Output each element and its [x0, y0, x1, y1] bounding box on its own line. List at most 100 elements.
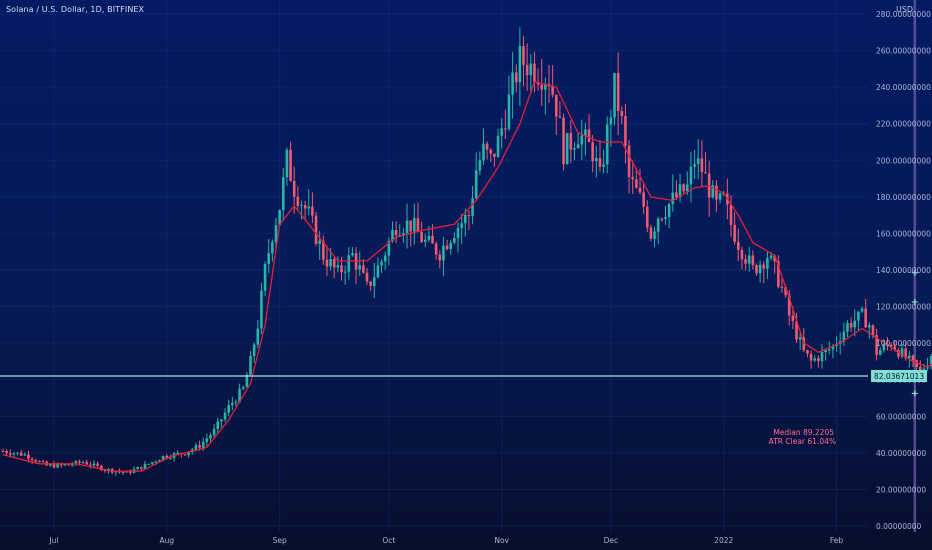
candle-body — [12, 453, 16, 455]
y-tick-label: 140.00000000 — [876, 266, 931, 275]
candle-body — [245, 374, 249, 388]
candle-body — [514, 72, 518, 83]
y-tick-label: 200.00000000 — [876, 156, 931, 165]
candle-body — [718, 193, 722, 200]
candle-body — [733, 224, 736, 242]
candle-body — [89, 464, 92, 466]
candle-body — [831, 345, 835, 350]
candle-body — [798, 337, 802, 340]
candle-body — [882, 344, 886, 351]
candle-body — [143, 463, 147, 469]
candle-body — [686, 184, 689, 192]
candle-body — [41, 461, 45, 463]
candle-body — [474, 170, 478, 199]
candle-body — [544, 83, 547, 90]
candle-body — [125, 471, 129, 473]
candle-body — [391, 230, 394, 242]
candle-body — [820, 351, 824, 362]
candle-body — [627, 145, 631, 178]
candle-body — [795, 321, 798, 340]
candle-body — [5, 451, 8, 454]
candle-body — [871, 325, 875, 336]
candle-body — [675, 192, 678, 198]
candle-body — [660, 218, 664, 220]
candle-body — [96, 463, 99, 466]
candle-body — [554, 94, 558, 117]
candle-body — [449, 242, 453, 250]
candle-body — [67, 464, 70, 466]
candle-body — [860, 308, 864, 312]
candle-body — [19, 452, 23, 456]
candle-body — [507, 94, 511, 129]
candle-body — [394, 230, 398, 236]
x-tick-label: Aug — [159, 536, 174, 545]
candle-body — [908, 355, 911, 359]
y-tick-label: 180.00000000 — [876, 193, 931, 202]
candle-body — [329, 259, 332, 267]
candle-body — [562, 117, 565, 165]
candle-body — [540, 84, 544, 90]
candle-body — [372, 277, 376, 286]
candle-body — [252, 344, 256, 356]
x-tick-label: Dec — [604, 536, 619, 545]
cross-marker — [911, 269, 918, 276]
candle-body — [616, 72, 620, 112]
candle-body — [889, 344, 893, 347]
candle-body — [573, 148, 576, 150]
candle-body — [747, 255, 751, 264]
candle-body — [817, 358, 820, 362]
x-axis: JulAugSepOctNovDec2022FebMar — [48, 536, 932, 545]
candle-body — [875, 335, 878, 355]
candle-body — [696, 158, 700, 165]
candle-body — [918, 366, 922, 371]
cross-marker — [911, 390, 918, 397]
annotation-atr: ATR Clear 61.04% — [769, 437, 836, 446]
candle-body — [49, 464, 52, 466]
candle-body — [365, 272, 369, 282]
candle-body — [216, 421, 220, 429]
candle-body — [751, 255, 755, 266]
candle-body — [842, 331, 846, 342]
candle-body — [231, 403, 234, 405]
candle-body — [704, 172, 707, 174]
candle-body — [340, 265, 343, 273]
candle-body — [343, 271, 347, 273]
candle-body — [23, 454, 27, 456]
candle-body — [806, 350, 809, 354]
candle-body — [347, 255, 351, 272]
candles-layer — [1, 27, 932, 476]
candle-body — [150, 462, 154, 464]
candle-body — [693, 164, 696, 167]
candle-body — [671, 192, 675, 204]
grid-layer — [0, 0, 868, 532]
candle-body — [376, 265, 380, 278]
candle-body — [434, 243, 438, 255]
markers-layer — [911, 269, 918, 397]
candle-body — [85, 462, 89, 465]
candle-body — [281, 177, 285, 210]
candle-body — [387, 241, 391, 256]
candle-body — [30, 458, 34, 461]
candle-body — [92, 463, 96, 466]
candle-body — [296, 196, 300, 206]
candle-body — [602, 164, 605, 167]
candle-body — [176, 452, 180, 454]
candle-body — [525, 64, 529, 76]
candle-body — [762, 264, 766, 269]
candle-body — [154, 461, 158, 463]
candle-body — [227, 404, 230, 413]
candle-body — [99, 465, 103, 471]
candle-body — [649, 227, 653, 239]
candle-body — [322, 240, 325, 260]
candle-body — [740, 250, 744, 260]
candle-body — [551, 86, 554, 95]
chart-title: Solana / U.S. Dollar, 1D, BITFINEX — [6, 5, 145, 14]
candle-body — [809, 353, 813, 361]
candle-body — [529, 63, 533, 76]
candle-body — [241, 387, 245, 389]
candle-body — [278, 209, 281, 226]
candle-body — [212, 428, 216, 436]
candle-body — [700, 158, 704, 173]
candle-body — [81, 462, 85, 464]
